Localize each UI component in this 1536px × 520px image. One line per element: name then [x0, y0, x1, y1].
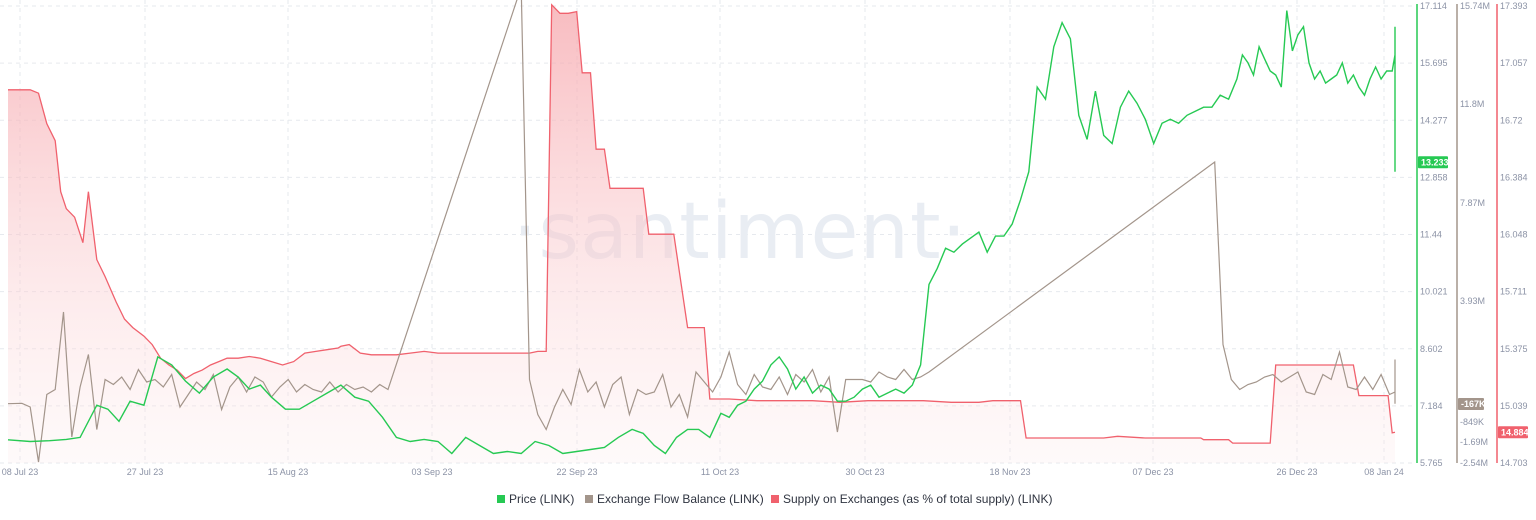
y-tick-label-price: 12.858: [1420, 172, 1448, 182]
x-tick-label: 03 Sep 23: [411, 467, 452, 477]
axes-layer: 17.114 15.695 14.277 12.858 11.44 10.021 8.602…: [1416, 1, 1529, 468]
series-layer: [7, 0, 1396, 464]
x-tick-label: 08 Jul 23: [2, 467, 39, 477]
last-value-badge-price: [1418, 156, 1448, 169]
last-value-badge-supply: [1498, 426, 1528, 439]
x-tick-label: 15 Aug 23: [268, 467, 309, 477]
y-tick-label-flow: -849K: [1460, 417, 1484, 427]
legend-label-flow[interactable]: Exchange Flow Balance (LINK): [597, 492, 764, 506]
y-tick-label-supply: 16.048: [1500, 230, 1528, 240]
y-tick-label-supply: 17.393: [1500, 1, 1528, 11]
x-axis-ticks: 08 Jul 23 27 Jul 23 15 Aug 23 03 Sep 23 22 S…: [2, 467, 1404, 477]
y-tick-label-supply: 15.711: [1500, 287, 1527, 297]
x-tick-label: 30 Oct 23: [845, 467, 884, 477]
y-tick-label-price: 11.44: [1420, 230, 1442, 240]
y-tick-label-flow: 11.8M: [1460, 99, 1484, 109]
legend-swatch-flow: [585, 495, 593, 503]
y-tick-label-price: 10.021: [1420, 287, 1448, 297]
y-tick-label-price: 7.184: [1420, 401, 1443, 411]
x-tick-label: 08 Jan 24: [1364, 467, 1404, 477]
legend-swatch-supply: [771, 495, 779, 503]
y-tick-label-supply: 15.039: [1500, 401, 1528, 411]
y-tick-label-flow: -2.54M: [1460, 458, 1488, 468]
series-line-flow: [7, 0, 1396, 463]
x-tick-label: 11 Oct 23: [701, 467, 739, 477]
y-tick-label-supply: 14.703: [1500, 458, 1528, 468]
y-tick-label-supply: 15.375: [1500, 344, 1528, 354]
x-tick-label: 22 Sep 23: [556, 467, 597, 477]
legend-swatch-price: [497, 495, 505, 503]
legend-label-price[interactable]: Price (LINK): [509, 492, 574, 506]
y-tick-label-flow: 15.74M: [1460, 1, 1490, 11]
x-tick-label: 07 Dec 23: [1132, 467, 1173, 477]
last-value-badge-flow: [1458, 398, 1484, 410]
y-tick-label-price: 15.695: [1420, 58, 1448, 68]
series-line-supply: [8, 3, 1396, 444]
y-tick-label-price: 14.277: [1420, 115, 1448, 125]
y-tick-label-flow: -1.69M: [1460, 437, 1488, 447]
last-value-text-supply: 14.884: [1501, 427, 1529, 437]
y-tick-label-supply: 17.057: [1500, 58, 1528, 68]
y-tick-label-price: 17.114: [1420, 1, 1447, 11]
y-tick-label-supply: 16.384: [1500, 172, 1528, 182]
legend-label-supply[interactable]: Supply on Exchanges (as % of total suppl…: [783, 492, 1052, 506]
y-tick-label-price: 8.602: [1420, 344, 1443, 354]
x-tick-label: 26 Dec 23: [1276, 467, 1317, 477]
series-line-price: [7, 10, 1396, 455]
legend: Price (LINK) Exchange Flow Balance (LINK)…: [497, 492, 1052, 506]
y-tick-label-flow: 3.93M: [1460, 296, 1485, 306]
y-tick-label-supply: 16.72: [1500, 115, 1523, 125]
x-tick-label: 18 Nov 23: [989, 467, 1030, 477]
x-tick-label: 27 Jul 23: [127, 467, 164, 477]
y-tick-label-flow: 7.87M: [1460, 198, 1485, 208]
y-tick-label-price: 5.765: [1420, 458, 1443, 468]
last-value-text-flow: -167K: [1461, 399, 1486, 409]
supply-area: [8, 4, 1395, 464]
last-value-text-price: 13.233: [1421, 157, 1449, 167]
